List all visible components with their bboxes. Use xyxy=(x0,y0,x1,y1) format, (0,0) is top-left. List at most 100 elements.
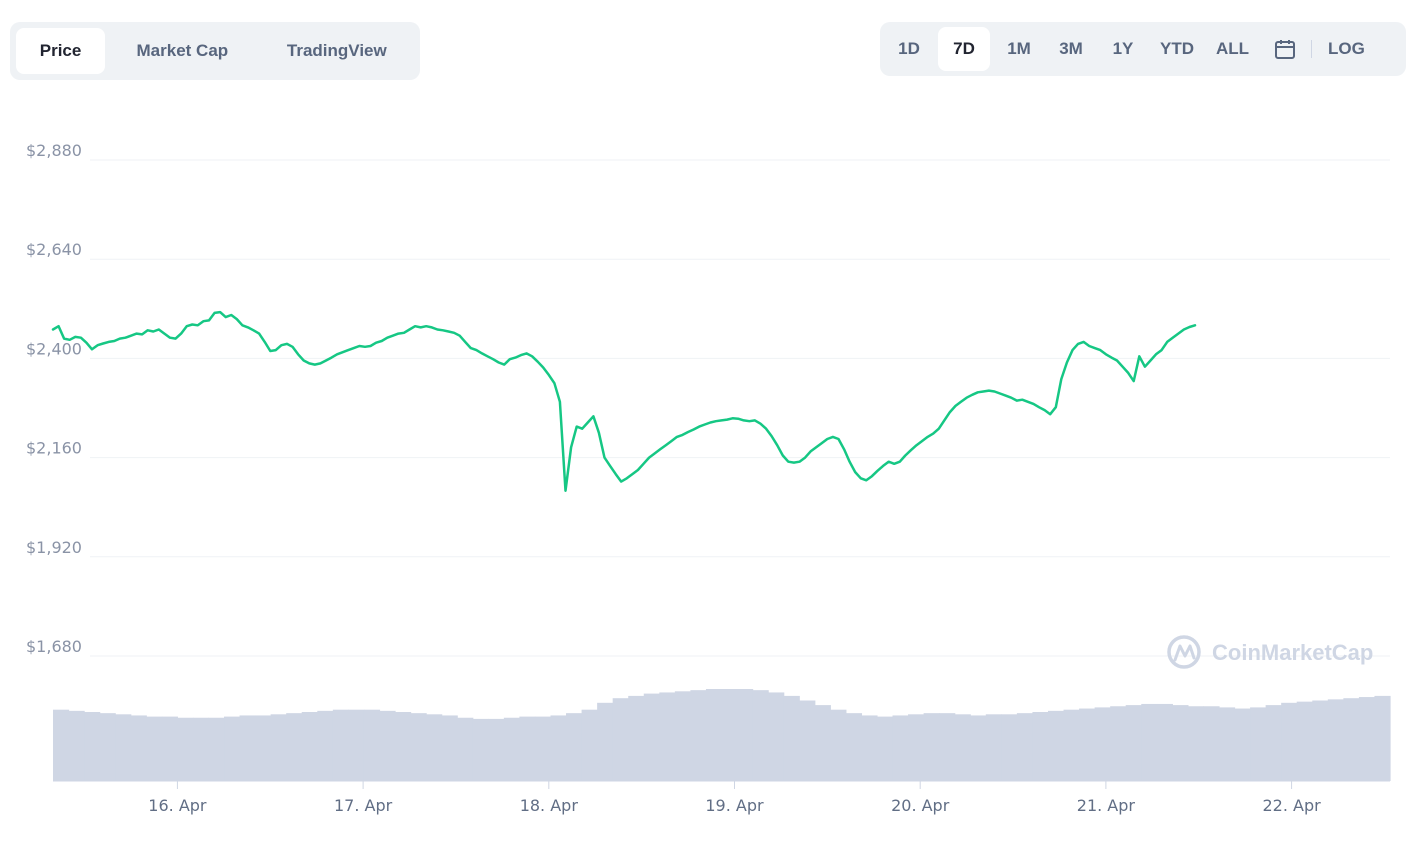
volume-bar xyxy=(1358,697,1376,781)
chart-type-tabs: Price Market Cap TradingView xyxy=(10,22,420,80)
volume-bar xyxy=(923,713,940,781)
volume-bar xyxy=(208,717,225,781)
volume-bar xyxy=(737,689,754,781)
volume-bar xyxy=(1296,701,1313,781)
range-ytd-button[interactable]: YTD xyxy=(1160,39,1194,58)
volume-bar xyxy=(270,714,287,781)
toolbar-divider xyxy=(1311,40,1313,58)
grid-lines xyxy=(90,159,1390,657)
volume-bar xyxy=(550,715,567,781)
volume-bar xyxy=(1110,706,1127,781)
volume-bar xyxy=(1374,695,1391,781)
range-3m-button[interactable]: 3M xyxy=(1059,39,1083,58)
volume-bar xyxy=(161,716,178,781)
volume-bar xyxy=(255,715,272,781)
volume-bar xyxy=(1250,707,1267,781)
calendar-icon xyxy=(1275,40,1296,59)
volume-bar xyxy=(519,716,536,781)
watermark: CoinMarketCap xyxy=(1167,635,1373,669)
volume-bar xyxy=(1281,702,1298,781)
volume-bar xyxy=(1079,708,1096,781)
volume-bar xyxy=(286,713,303,781)
volume-bar xyxy=(908,714,925,781)
time-range-selector: 1D 7D 1M 3M 1Y YTD ALL LOG xyxy=(880,22,1406,76)
range-1m-button[interactable]: 1M xyxy=(1007,39,1031,58)
volume-bar xyxy=(1312,700,1329,781)
x-tick-label: 19. Apr xyxy=(705,796,764,815)
volume-bar xyxy=(985,714,1002,781)
volume-bar xyxy=(488,718,505,781)
volume-bar xyxy=(317,710,334,781)
volume-bar xyxy=(1203,706,1220,781)
price-line xyxy=(51,310,1197,492)
range-1d-button[interactable]: 1D xyxy=(898,39,920,58)
volume-bar xyxy=(224,716,241,781)
volume-bar xyxy=(1016,713,1034,781)
volume-bar xyxy=(472,718,489,781)
volume-bar xyxy=(799,700,816,781)
coinmarketcap-logo-icon xyxy=(1167,635,1201,669)
volume-bar xyxy=(115,714,132,781)
volume-bar xyxy=(1063,709,1080,781)
volume-bar xyxy=(628,695,645,781)
range-all-button[interactable]: ALL xyxy=(1216,39,1250,58)
volume-bar xyxy=(830,709,847,781)
range-1y-button[interactable]: 1Y xyxy=(1112,39,1134,58)
x-axis: 16. Apr 17. Apr 18. Apr 19. Apr 20. Apr 21. A… xyxy=(53,780,1390,815)
volume-bar xyxy=(1032,712,1049,781)
volume-bar xyxy=(1327,699,1344,781)
volume-bar xyxy=(68,710,85,781)
volume-bar xyxy=(1141,703,1158,781)
volume-bar xyxy=(363,709,381,781)
x-tick-label: 17. Apr xyxy=(334,796,393,815)
tab-market-cap[interactable]: Market Cap xyxy=(136,41,229,60)
volume-bar xyxy=(1001,714,1018,781)
volume-bar xyxy=(581,709,598,781)
volume-bar xyxy=(861,715,878,781)
volume-bar xyxy=(892,715,909,781)
log-scale-button[interactable]: LOG xyxy=(1328,39,1365,58)
y-tick-label: $2,160 xyxy=(26,439,82,458)
y-tick-label: $2,640 xyxy=(26,240,82,259)
tab-price[interactable]: Price xyxy=(16,28,106,74)
volume-bar xyxy=(99,713,116,781)
volume-bar xyxy=(146,716,163,781)
x-tick-label: 22. Apr xyxy=(1262,796,1321,815)
volume-bar xyxy=(845,713,863,781)
volume-bar xyxy=(239,715,256,781)
volume-bar xyxy=(534,716,552,781)
volume-bar xyxy=(348,709,365,781)
calendar-button[interactable] xyxy=(1263,27,1307,71)
volume-bar xyxy=(783,695,800,781)
volume-bar xyxy=(1343,698,1360,781)
volume-bar xyxy=(1265,705,1282,781)
volume-bar xyxy=(659,692,676,781)
volume-bar xyxy=(643,693,660,781)
y-tick-label: $1,680 xyxy=(26,637,82,656)
volume-bar xyxy=(721,689,738,781)
volume-bar xyxy=(814,705,831,781)
volume-bar xyxy=(970,715,987,781)
volume-bar xyxy=(332,709,349,781)
volume-bar xyxy=(612,698,629,781)
volume-bar xyxy=(566,713,583,781)
tab-tradingview[interactable]: TradingView xyxy=(286,41,387,60)
volume-bar xyxy=(1047,710,1065,781)
volume-bar xyxy=(597,702,614,781)
volume-bar xyxy=(1094,707,1111,781)
volume-bar xyxy=(130,715,147,781)
y-tick-label: $1,920 xyxy=(26,538,82,557)
y-axis-labels: $1,680 $1,920 $2,160 $2,400 $2,640 $2,880 xyxy=(26,141,82,656)
volume-bar xyxy=(752,690,769,781)
volume-bar xyxy=(410,713,427,781)
volume-bar xyxy=(954,714,971,781)
price-series xyxy=(51,310,1197,492)
volume-bar xyxy=(441,715,458,781)
volume-bar xyxy=(1234,708,1251,781)
volume-bar xyxy=(84,712,101,781)
x-tick-label: 18. Apr xyxy=(520,796,579,815)
volume-bar xyxy=(503,717,520,781)
volume-bar xyxy=(1187,706,1205,781)
range-7d-button[interactable]: 7D xyxy=(938,27,990,71)
